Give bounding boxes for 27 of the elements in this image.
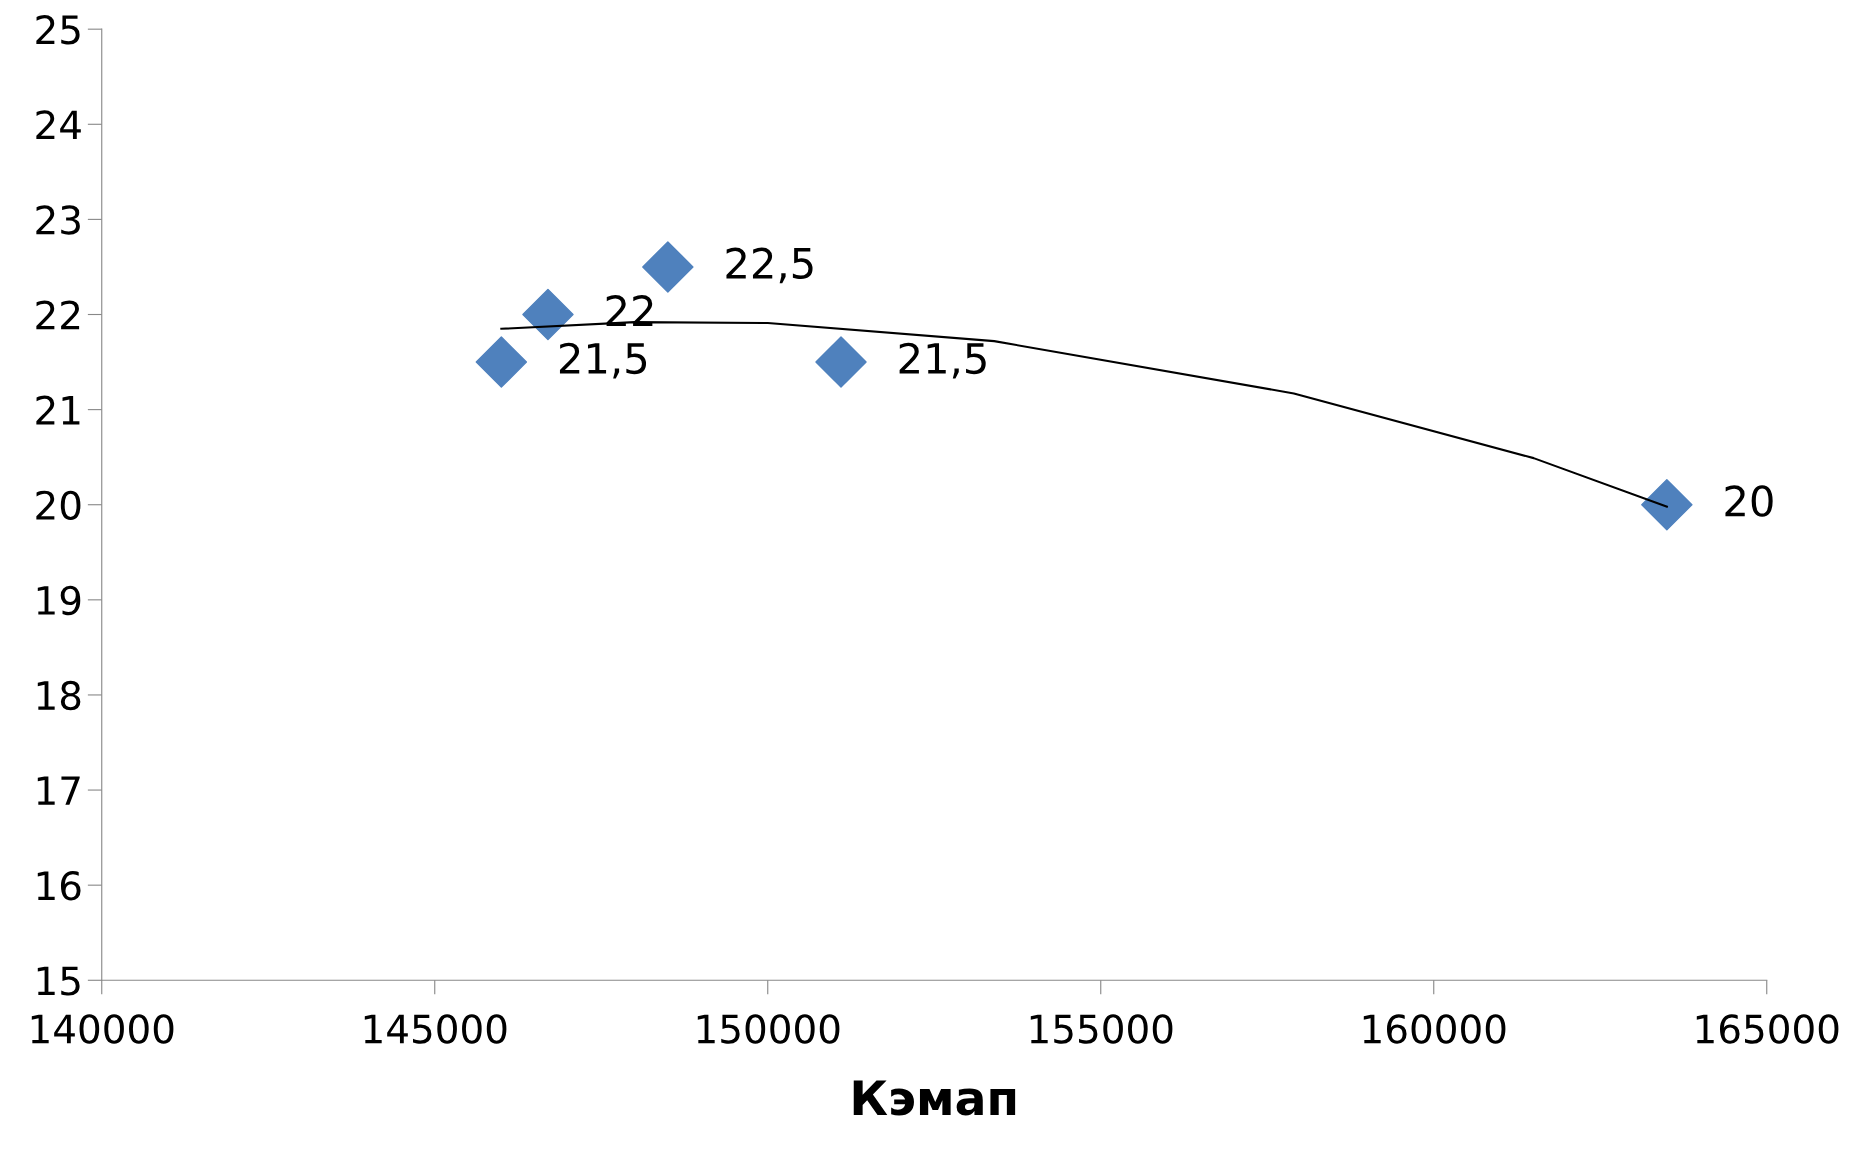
x-tick-label: 145000 — [364, 1014, 507, 1044]
x-axis-title: Кэмап — [853, 1080, 1016, 1116]
data-label: 21,5 — [899, 342, 986, 379]
x-tick-label: 150000 — [697, 1014, 840, 1044]
x-tick-label: 155000 — [1030, 1014, 1173, 1044]
point — [642, 241, 694, 293]
x-tick-label: 165000 — [1696, 1014, 1839, 1044]
point — [815, 336, 867, 388]
x-tick-label: 160000 — [1363, 1014, 1506, 1044]
data-label: 20 — [1725, 485, 1773, 517]
y-tick-label: 15 — [37, 966, 80, 996]
y-tick-label: 19 — [37, 585, 81, 616]
data-label: 21,5 — [559, 342, 647, 379]
y-tick-label: 25 — [36, 15, 80, 45]
y-tick-label: 18 — [37, 680, 81, 711]
point — [1641, 478, 1693, 531]
y-tick-label: 21 — [36, 395, 80, 425]
y-tick-label: 16 — [37, 871, 81, 901]
point — [522, 288, 574, 341]
y-tick-label: 24 — [36, 110, 81, 140]
x-tick-label: 140000 — [31, 1014, 174, 1044]
y-tick-label: 17 — [37, 776, 80, 805]
y-tick-label: 23 — [36, 205, 80, 235]
y-tick-label: 20 — [36, 490, 81, 521]
data-label: 22,5 — [726, 247, 813, 284]
y-tick-label: 22 — [36, 300, 80, 330]
point — [475, 336, 528, 388]
